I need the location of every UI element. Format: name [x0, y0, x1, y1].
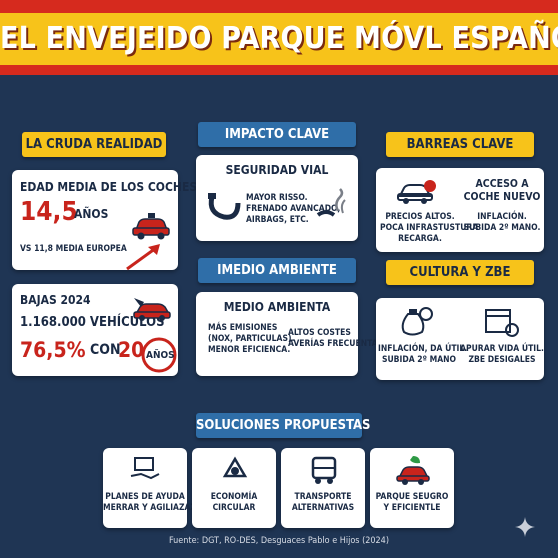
barreras-precios-3: RECARGA. [398, 234, 442, 244]
smoking-exhaust-icon [316, 188, 346, 217]
section-soluciones: SOLUCIONES PROPUESTAS [196, 413, 370, 438]
seguridad-line-3: AIRBAGS, ETC. [246, 215, 309, 225]
medio-left-2: (NOX, PARTICULAS). [208, 334, 295, 344]
edad-media-value: 14,5 [20, 197, 78, 227]
card-edad-media: EDAD MEDIA DE LOS COCHES 14,5 AÑOS VS 11… [12, 170, 197, 271]
header-band-bottom [0, 65, 558, 75]
edad-media-comparison: VS 11,8 MEDIA EUROPEA [20, 244, 127, 254]
crushed-car-icon [133, 298, 171, 321]
sparkle-icon [515, 517, 535, 537]
seguridad-line-2: FRENADO AVANCADO, [246, 204, 341, 214]
bus-icon [311, 456, 337, 484]
edad-media-unit: AÑOS [74, 207, 109, 221]
card-seguridad-vial: SEGURIDAD VIAL MAYOR RISSO. FRENADO AVAN… [196, 155, 358, 241]
solution-3-line-1: TRANSPORTE [294, 492, 352, 502]
barreras-acceso-2: COCHE NUEVO [463, 191, 541, 203]
car-euro-icon [397, 180, 436, 204]
solution-4-line-2: Y EFICIENTLE [383, 503, 441, 513]
solution-4-line-1: PARQUE SEUGRO [375, 492, 449, 502]
seguridad-title: SEGURIDAD VIAL [225, 163, 329, 177]
trend-arrow-icon [126, 244, 160, 271]
section-barreras-clave: BARREAS CLAVE [386, 132, 534, 157]
card-barreras: PRECIOS ALTOS. POCA INFRASTUSTURA RECARG… [376, 168, 544, 252]
section-cultura-zbe: CULTURA Y ZBE [386, 260, 534, 285]
seguridad-line-1: MAYOR RISSO. [246, 193, 308, 203]
page-title: EL ENVEJEIDO PARQUE MÓVL ESPAÑOL [0, 21, 558, 56]
solution-card-1: PLANES DE AYUDA MERRAR Y AGILIAZAZ [103, 448, 196, 528]
bajas-percent: 76,5% [20, 338, 86, 362]
card-cultura: INFLACIÓN, DA ÚTIL. SUBIDA 2º MANO APURA… [376, 298, 544, 380]
edad-media-label: EDAD MEDIA DE LOS COCHES [20, 180, 198, 194]
solution-3-line-2: ALTERNATIVAS [291, 503, 355, 513]
solution-1-line-2: MERRAR Y AGILIAZAZ [103, 503, 196, 513]
section-medio-ambiente: IMEDIO AMBIENTE [198, 258, 356, 283]
solution-2-line-1: ECONOMÍA [210, 492, 258, 502]
section-impacto-clave: IMPACTO CLAVE [198, 122, 356, 147]
solution-card-3: TRANSPORTE ALTERNATIVAS [281, 448, 365, 528]
cultura-right-1: APURAR VIDA ÚTIL. [460, 344, 544, 354]
barreras-inflacion-2: SUBIDA 2º MANO. [463, 223, 541, 233]
header-band-top [0, 0, 558, 13]
solution-1-line-1: PLANES DE AYUDA [105, 492, 185, 502]
bajas-count: 1.168.000 VEHÍCULOS [20, 315, 165, 330]
bajas-age-unit: AÑOS [146, 350, 175, 361]
broken-belt-icon [208, 193, 241, 220]
bajas-con: CON [90, 342, 121, 358]
solution-card-4: PARQUE SEUGRO Y EFICIENTLE [370, 448, 454, 528]
barreras-precios-1: PRECIOS ALTOS. [385, 212, 455, 222]
medio-right-1: ALTOS COSTES [288, 328, 351, 338]
section-cruda-realidad: LA CRUDA REALIDAD [22, 132, 166, 157]
solution-card-2: ECONOMÍA CIRCULAR [192, 448, 276, 528]
money-bag-icon [401, 307, 433, 336]
medio-left-1: MÁS EMISIONES [208, 323, 278, 333]
red-circle-mark [141, 337, 177, 373]
cultura-right-2: ZBE DESIGALES [468, 355, 536, 365]
medio-right-2: AVERÍAS FRECUENTA. [288, 339, 381, 349]
barreras-inflacion-1: INFLACIÓN. [477, 212, 527, 222]
header-bar [0, 13, 558, 65]
calendar-money-icon [485, 309, 519, 337]
solution-2-line-2: CIRCULAR [212, 503, 256, 513]
old-car-icon [132, 213, 170, 240]
card-medio-ambiente: MEDIO AMBIENTA MÁS EMISIONES (NOX, PARTI… [196, 292, 381, 376]
card-bajas: BAJAS 2024 1.168.000 VEHÍCULOS 76,5% CON… [12, 284, 178, 376]
medio-title: MEDIO AMBIENTA [223, 300, 331, 314]
cultura-left-2: SUBIDA 2º MANO [381, 355, 457, 365]
barreras-acceso-1: ACCESO A [475, 178, 529, 190]
eco-car-icon [396, 456, 430, 485]
barreras-precios-2: POCA INFRASTUSTURA [380, 223, 479, 233]
recycle-icon [222, 456, 248, 478]
money-hand-icon [130, 457, 160, 480]
source-note: Fuente: DGT, RO-DES, Desguaces Pablo e H… [168, 536, 389, 546]
bajas-label: BAJAS 2024 [20, 293, 91, 307]
medio-left-3: MENOR EFICIENCA. [208, 345, 291, 355]
cultura-left-1: INFLACIÓN, DA ÚTIL. [378, 344, 468, 354]
